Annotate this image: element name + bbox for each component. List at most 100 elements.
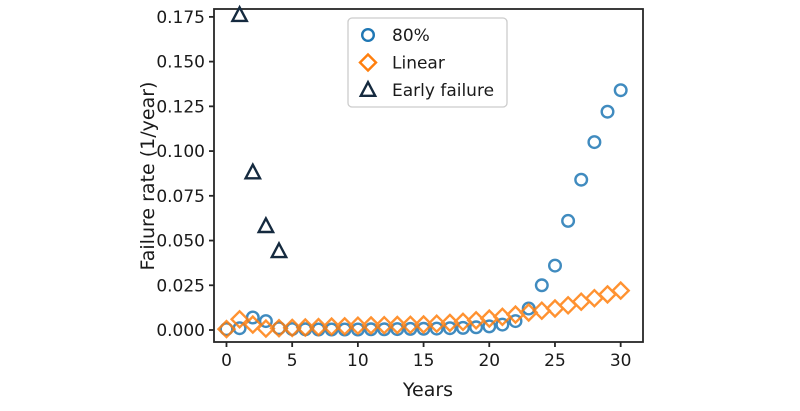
data-point (600, 104, 615, 119)
data-point (613, 83, 628, 98)
data-point (321, 316, 342, 337)
circle-marker-icon (534, 278, 549, 293)
data-point (429, 321, 444, 336)
circle-marker-icon (429, 321, 444, 336)
data-point (482, 319, 497, 334)
circle-marker-icon (482, 319, 497, 334)
circle-marker-icon (455, 320, 471, 335)
circle-marker-icon (219, 322, 234, 337)
legend: 80% Linear Early failure (347, 17, 508, 108)
legend-box (347, 17, 508, 108)
data-point (390, 322, 405, 337)
data-point (243, 314, 263, 335)
data-point (219, 322, 234, 337)
data-point (363, 322, 379, 337)
data-point (416, 321, 431, 336)
data-point (335, 316, 355, 336)
data-point (295, 317, 315, 338)
plot-frame (213, 8, 644, 343)
data-point (574, 172, 589, 187)
data-point (495, 317, 510, 332)
legend-item-label: Early failure (392, 81, 494, 101)
legend-marker (358, 79, 378, 97)
x-tick-label: 30 (610, 351, 632, 371)
axis-ticks: 0 5 10 15 20 25 30 0.000 0.025 0.050 0.075 0.100 0.1… (156, 8, 631, 371)
circle-marker-icon (561, 213, 576, 228)
data-point (587, 135, 602, 150)
diamond-marker-icon (361, 315, 381, 336)
x-tick-label: 0 (221, 351, 232, 371)
diamond-marker-icon (545, 298, 565, 319)
x-tick-label: 15 (413, 351, 435, 371)
data-point (403, 321, 418, 336)
diamond-marker-icon (427, 314, 447, 334)
y-axis-label: Failure rate (1/year) (137, 82, 159, 271)
y-tick-label: 0.000 (156, 321, 205, 341)
data-point (282, 318, 302, 338)
diamond-marker-icon (374, 315, 394, 335)
circle-marker-icon (416, 321, 431, 336)
legend-item-label: Linear (392, 54, 445, 74)
diamond-marker-icon (321, 316, 342, 337)
circle-marker-icon (495, 317, 510, 332)
data-point (308, 317, 329, 337)
circle-marker-icon (377, 322, 392, 337)
data-point (258, 314, 273, 329)
triangle-marker-icon (358, 79, 378, 97)
data-point (269, 318, 289, 338)
diamond-marker-icon (611, 280, 631, 301)
data-point (400, 315, 421, 335)
data-point (230, 4, 249, 23)
diamond-marker-icon (229, 309, 250, 329)
y-tick-label: 0.050 (156, 232, 205, 252)
y-tick-label: 0.025 (156, 276, 205, 296)
series-early-failure (230, 4, 289, 259)
data-point (534, 278, 549, 293)
triangle-marker-icon (269, 240, 289, 259)
x-tick-label: 20 (478, 351, 500, 371)
circle-marker-icon (360, 27, 376, 43)
x-tick-label: 5 (287, 351, 298, 371)
y-tick-label: 0.100 (156, 142, 205, 162)
data-point (508, 314, 523, 329)
data-point (377, 322, 392, 337)
circle-marker-icon (469, 320, 484, 335)
data-series-layer (216, 4, 631, 339)
diamond-marker-icon (216, 319, 237, 339)
circle-marker-icon (600, 104, 615, 119)
data-point (374, 315, 394, 335)
diamond-marker-icon (295, 317, 315, 338)
data-point (229, 309, 250, 329)
y-tick-label: 0.175 (156, 8, 205, 28)
data-point (442, 321, 457, 336)
triangle-marker-icon (256, 215, 276, 234)
legend-item: 80% (360, 26, 430, 46)
diamond-marker-icon (400, 315, 421, 335)
data-point (216, 319, 237, 339)
circle-marker-icon (508, 314, 523, 329)
data-point (348, 316, 368, 336)
circle-marker-icon (587, 135, 602, 150)
circle-marker-icon (258, 314, 273, 329)
y-tick-label: 0.125 (156, 97, 205, 117)
diamond-marker-icon (256, 318, 276, 339)
data-point (361, 315, 381, 336)
data-point (427, 314, 447, 334)
circle-marker-icon (363, 322, 379, 337)
data-point (269, 240, 289, 259)
circle-marker-icon (390, 322, 405, 337)
data-point (547, 258, 563, 273)
y-tick-label: 0.150 (156, 53, 205, 73)
x-tick-label: 10 (347, 351, 369, 371)
data-point (256, 318, 276, 339)
data-point (611, 280, 631, 301)
diamond-marker-icon (335, 316, 355, 336)
axes-frame (213, 8, 644, 343)
y-tick-label: 0.075 (156, 187, 205, 207)
circle-marker-icon (574, 172, 589, 187)
data-point (256, 215, 276, 234)
legend-marker (358, 52, 378, 73)
diamond-marker-icon (308, 317, 329, 337)
diamond-marker-icon (243, 314, 263, 335)
